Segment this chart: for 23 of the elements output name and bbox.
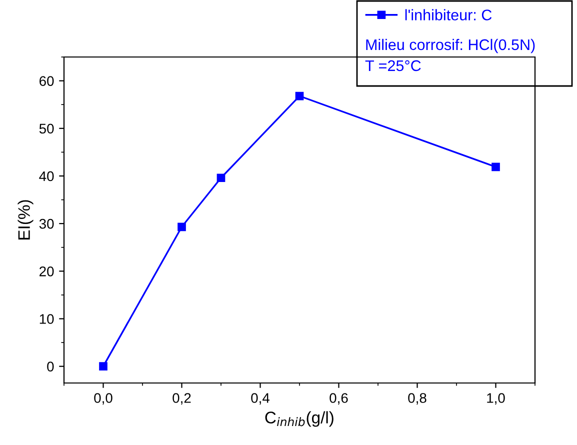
- x-tick-label: 1,0: [487, 393, 505, 405]
- x-tick-label: 0,2: [172, 393, 191, 405]
- y-tick-label: 20: [40, 266, 54, 276]
- legend-label: l'inhibiteur: C: [405, 9, 492, 20]
- x-tick-label: 0,4: [251, 393, 270, 405]
- y-tick-label: 60: [40, 76, 54, 86]
- point: [178, 222, 186, 232]
- x-tick-label: 0,8: [408, 393, 426, 405]
- text: Milieu corrosif: HCl(0.5N): [366, 38, 535, 54]
- point: [492, 162, 500, 172]
- y-tick-label: 30: [39, 218, 54, 229]
- x-tick-label: 0,6: [330, 393, 348, 405]
- point: [295, 92, 304, 100]
- point: [99, 362, 108, 371]
- y-tick-label: 10: [40, 314, 54, 324]
- y-tick-label: 0: [47, 362, 54, 372]
- y-axis-title: EI(%): [18, 200, 34, 240]
- x-axis-title: C$_{inhib}$(g/l): [265, 411, 334, 427]
- x-tick-label: 0,0: [94, 393, 112, 405]
- annotation: T =25°C: [365, 60, 421, 72]
- y-tick-label: 40: [39, 171, 54, 182]
- point: [216, 174, 226, 182]
- y-tick-label: 50: [39, 124, 54, 134]
